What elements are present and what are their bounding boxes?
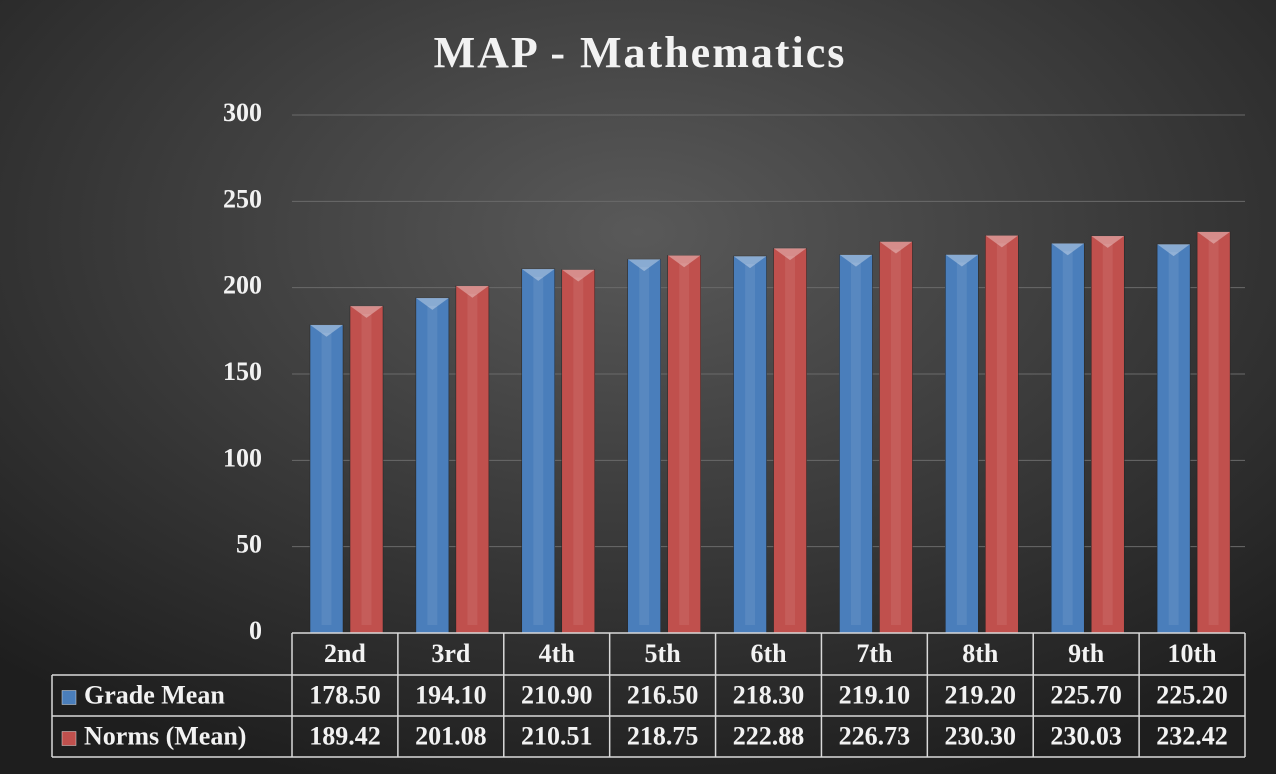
x-tick-label: 2nd <box>324 639 366 668</box>
data-label: 230.30 <box>945 721 1017 750</box>
bar-highlight <box>1062 251 1073 626</box>
x-tick-label: 5th <box>645 639 682 668</box>
bar-highlight <box>1208 239 1219 625</box>
bar-highlight <box>639 267 650 625</box>
bar-highlight <box>1102 243 1113 625</box>
bar-bevel <box>350 305 383 318</box>
data-label: 194.10 <box>415 680 487 709</box>
bar-bevel <box>415 297 449 310</box>
data-label: 210.51 <box>521 721 593 750</box>
bar-bevel <box>1091 235 1125 248</box>
bar <box>667 255 701 634</box>
bar-bevel <box>945 254 979 267</box>
data-label: 216.50 <box>627 680 699 709</box>
bar-bevel <box>310 324 343 337</box>
x-tick-label: 10th <box>1167 639 1217 668</box>
bar-bevel <box>561 269 595 282</box>
bar <box>1156 243 1191 634</box>
bar <box>985 235 1019 634</box>
bar <box>455 285 490 634</box>
bar-highlight <box>956 262 967 625</box>
y-tick-label: 250 <box>223 184 262 213</box>
x-tick-label: 6th <box>750 639 787 668</box>
y-tick-label: 300 <box>223 98 262 127</box>
data-label: 225.20 <box>1156 680 1228 709</box>
bar-bevel <box>733 256 767 269</box>
data-label: 222.88 <box>733 721 805 750</box>
bar-highlight <box>467 293 478 625</box>
bar-highlight <box>996 243 1007 625</box>
data-label: 219.10 <box>839 680 911 709</box>
bar-bevel <box>1157 244 1191 257</box>
bar-highlight <box>361 313 372 625</box>
bar-highlight <box>427 305 438 625</box>
x-tick-label: 4th <box>539 639 576 668</box>
data-label: 225.70 <box>1050 680 1122 709</box>
bar-bevel <box>667 255 701 268</box>
bar-highlight <box>745 264 756 625</box>
bar <box>561 269 596 634</box>
bar-bevel <box>521 268 555 281</box>
data-label: 189.42 <box>309 721 381 750</box>
data-label: 218.30 <box>733 680 805 709</box>
bar-bevel <box>627 259 661 272</box>
bar-highlight <box>1168 252 1179 625</box>
bar-bevel <box>1197 231 1231 244</box>
x-tick-label: 3rd <box>431 639 471 668</box>
bar-highlight <box>679 263 690 625</box>
bar <box>1050 243 1085 634</box>
bar <box>945 254 979 634</box>
bar <box>521 268 556 634</box>
data-label: 201.08 <box>415 721 487 750</box>
bar <box>415 297 450 634</box>
data-label: 232.42 <box>1156 721 1228 750</box>
bar <box>309 324 344 634</box>
bar-bevel <box>773 248 807 261</box>
x-tick-label: 9th <box>1068 639 1105 668</box>
bar <box>349 305 384 634</box>
bar-highlight <box>533 276 544 625</box>
bar-highlight <box>321 332 332 625</box>
data-label: 210.90 <box>521 680 593 709</box>
bar-bevel <box>985 235 1019 248</box>
bar-highlight <box>850 262 861 625</box>
legend-marker <box>61 731 77 746</box>
data-label: 218.75 <box>627 721 699 750</box>
y-tick-label: 200 <box>223 271 262 300</box>
bar-bevel <box>1051 243 1085 256</box>
bar <box>839 254 873 634</box>
bar-highlight <box>573 277 584 625</box>
y-tick-label: 0 <box>249 616 262 645</box>
bar <box>1090 235 1125 634</box>
y-tick-label: 150 <box>223 357 262 386</box>
data-label: 230.03 <box>1050 721 1122 750</box>
bar-highlight <box>890 249 901 625</box>
y-tick-label: 50 <box>236 530 262 559</box>
data-label: 219.20 <box>945 680 1017 709</box>
data-label: 226.73 <box>839 721 911 750</box>
data-label: 178.50 <box>309 680 381 709</box>
legend-marker <box>61 690 77 705</box>
bar <box>879 241 913 634</box>
x-tick-label: 7th <box>856 639 893 668</box>
chart-title: MAP - Mathematics <box>434 28 847 77</box>
y-tick-label: 100 <box>223 443 262 472</box>
bar-highlight <box>785 256 796 625</box>
bar <box>733 255 767 634</box>
bar-bevel <box>455 285 489 298</box>
bar-bevel <box>839 254 873 267</box>
legend-label: Norms (Mean) <box>84 721 246 750</box>
x-tick-label: 8th <box>962 639 999 668</box>
bar <box>1196 231 1231 634</box>
bar-bevel <box>879 241 913 254</box>
legend-label: Grade Mean <box>84 680 225 709</box>
